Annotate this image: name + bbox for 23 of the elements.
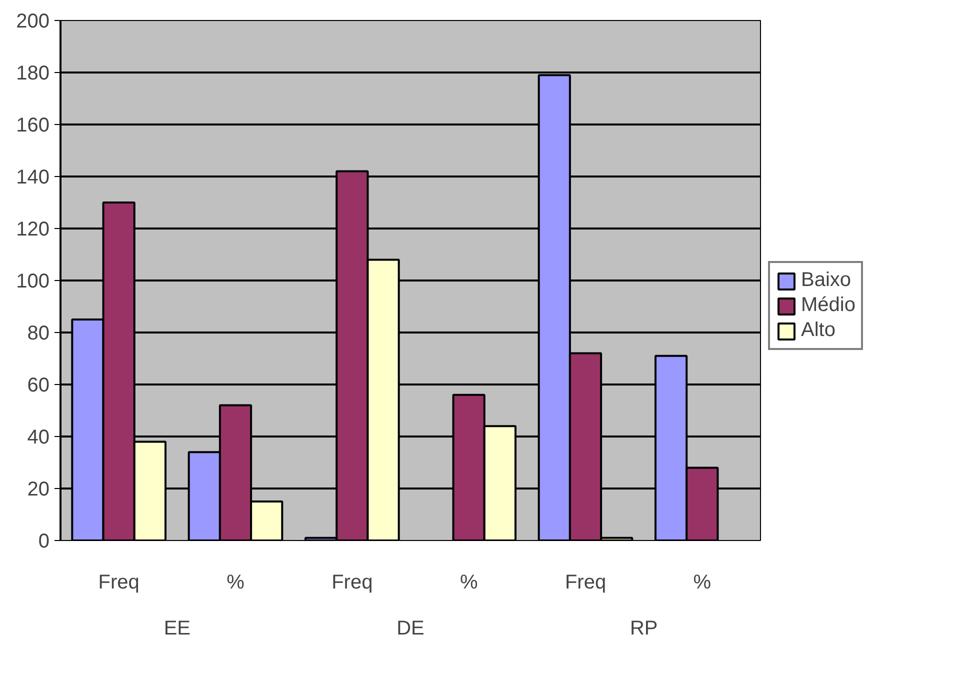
x-tick-label: Freq — [98, 572, 140, 594]
text: DE — [396, 618, 424, 640]
y-tick-label: 60 — [27, 374, 50, 396]
y-tick-label: 120 — [16, 218, 50, 240]
y-tick-label: 200 — [16, 10, 50, 32]
text: RP — [630, 618, 658, 640]
y-tick-label: 160 — [16, 114, 50, 136]
y-tick-label: 0 — [38, 530, 50, 552]
x-tick-label: % — [226, 572, 245, 594]
legend-label: Alto — [801, 319, 836, 342]
x-tick-label: Freq — [332, 572, 373, 594]
x-tick-label: % — [460, 572, 478, 594]
y-tick-label: 180 — [16, 62, 50, 84]
y-tick-label: 20 — [27, 478, 50, 500]
text: EE — [164, 618, 191, 640]
x-tick-label: Freq — [564, 572, 606, 594]
y-tick-label: 40 — [27, 426, 50, 448]
x-tick-label: % — [693, 572, 712, 594]
legend-label: Médio — [801, 294, 856, 317]
y-tick-label: 140 — [16, 166, 50, 188]
legend-label: Baixo — [801, 269, 852, 292]
y-tick-label: 100 — [16, 270, 50, 292]
y-tick-label: 80 — [27, 322, 50, 344]
